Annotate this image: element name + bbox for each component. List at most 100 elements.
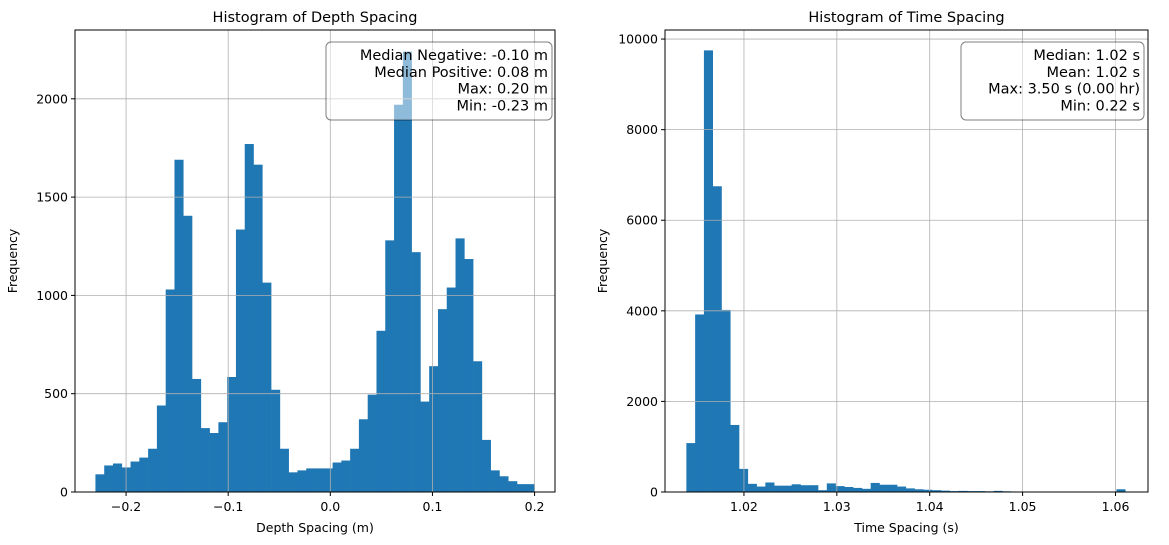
histogram-bar: [897, 486, 907, 492]
histogram-bar: [227, 376, 237, 492]
histogram-bar: [218, 422, 228, 492]
stats-line: Mean: 1.02 s: [1047, 65, 1140, 81]
y-tick-label: 500: [44, 386, 68, 401]
y-tick-label: 10000: [618, 32, 658, 47]
histogram-bar: [95, 474, 105, 492]
histogram-bar: [517, 484, 527, 492]
histogram-bar: [112, 463, 123, 492]
histogram-bar: [993, 490, 1003, 492]
histogram-bar: [818, 490, 828, 492]
histogram-bar: [481, 439, 491, 492]
histogram-bar: [358, 419, 368, 492]
x-tick-label: 1.04: [916, 499, 944, 514]
histogram-bar: [914, 489, 924, 492]
histogram-bar: [703, 50, 713, 492]
histogram-bar: [244, 144, 254, 492]
histogram-bar: [297, 470, 307, 492]
histogram-bar: [791, 484, 801, 492]
x-tick-label: 1.05: [1009, 499, 1037, 514]
histogram-bar: [923, 489, 933, 492]
histogram-bar: [323, 468, 333, 492]
histogram-bar: [165, 289, 175, 492]
histogram-bar: [730, 424, 740, 492]
histogram-bar: [104, 465, 114, 492]
histogram-bar: [782, 485, 792, 492]
stats-box: [960, 41, 1145, 121]
histogram-bar: [235, 229, 246, 493]
x-tick-label: 1.02: [730, 499, 758, 514]
histogram-bar: [932, 490, 942, 492]
histogram-bar: [402, 51, 412, 492]
x-axis-label: Time Spacing (s): [853, 520, 959, 535]
histogram-bar: [350, 448, 360, 492]
histogram-bar: [262, 282, 272, 492]
histogram-bar: [148, 448, 158, 492]
histogram-bar: [192, 378, 202, 492]
histogram-bar: [332, 462, 342, 492]
histogram-bar: [315, 468, 325, 492]
stats-box: [325, 41, 553, 121]
x-tick-label: −0.1: [213, 499, 243, 514]
histogram-bar: [525, 484, 535, 492]
histogram-bar: [367, 394, 377, 492]
histogram-bar: [271, 389, 281, 492]
histogram-bar: [394, 104, 404, 493]
histogram-bar: [800, 485, 810, 492]
y-tick-label: 0: [60, 485, 68, 500]
histogram-bar: [835, 486, 845, 492]
histogram-bar: [686, 443, 696, 492]
stats-line: Min: -0.23 m: [457, 98, 548, 114]
plot-frame: [664, 29, 1149, 493]
y-tick-label: 1000: [36, 288, 68, 303]
histogram-bar: [139, 457, 149, 492]
y-tick-label: 0: [650, 485, 658, 500]
histogram-bar: [905, 488, 915, 492]
x-tick-label: 0.1: [423, 499, 443, 514]
chart-panel-2: 1.02 1.03 1.04 1.05 1.06 0 2000 4000 6000 8000 100…: [595, 10, 1149, 535]
histogram-bar: [473, 361, 483, 492]
histogram-bar: [306, 468, 316, 492]
histogram-bar: [1116, 489, 1126, 492]
histogram-bar: [940, 490, 950, 492]
chart-title: Histogram of Time Spacing: [808, 10, 1004, 26]
histogram-bar: [765, 482, 775, 492]
histogram-bar: [209, 433, 219, 492]
histogram-bar: [809, 485, 819, 492]
y-tick-label: 8000: [626, 122, 658, 137]
histogram-bar: [446, 287, 456, 492]
stats-line: Median Negative: -0.10 m: [360, 48, 548, 64]
histogram-bar: [156, 405, 166, 492]
y-tick-label: 6000: [626, 213, 658, 228]
histogram-bar: [341, 460, 351, 492]
histogram-bar: [376, 330, 386, 492]
histogram-bar: [879, 484, 889, 492]
histogram-bar: [870, 482, 880, 492]
histogram-bar: [385, 240, 395, 492]
chart-panel-1: −0.2 −0.1 0.0 0.1 0.2 0 500 1000 1500 2000 Histogr…: [5, 10, 556, 535]
stats-line: Max: 3.50 s (0.00 hr): [988, 82, 1140, 98]
histogram-bar: [455, 238, 465, 492]
y-tick-label: 4000: [626, 303, 658, 318]
histogram-bar: [853, 487, 863, 492]
histogram-bar: [411, 252, 421, 492]
y-axis-label: Frequency: [595, 228, 610, 293]
histogram-bar: [253, 164, 263, 493]
histogram-bar: [756, 486, 766, 492]
y-axis-label: Frequency: [5, 228, 20, 293]
histogram-bar: [464, 259, 474, 492]
histogram-bar: [499, 476, 509, 492]
x-tick-label: −0.2: [111, 499, 141, 514]
stats-line: Min: 0.22 s: [1060, 98, 1140, 114]
x-tick-label: 0.0: [320, 499, 340, 514]
histogram-bar: [200, 428, 210, 492]
y-tick-label: 2000: [626, 394, 658, 409]
histogram-bar: [888, 484, 898, 492]
stats-line: Median Positive: 0.08 m: [374, 65, 548, 81]
x-tick-label: 1.06: [1102, 499, 1130, 514]
histogram-bar: [183, 215, 193, 492]
stats-line: Max: 0.20 m: [458, 82, 549, 98]
histogram-bar: [747, 483, 757, 492]
histogram-bar: [429, 366, 439, 492]
histogram-bar: [130, 461, 140, 492]
histogram-bar: [695, 314, 705, 492]
